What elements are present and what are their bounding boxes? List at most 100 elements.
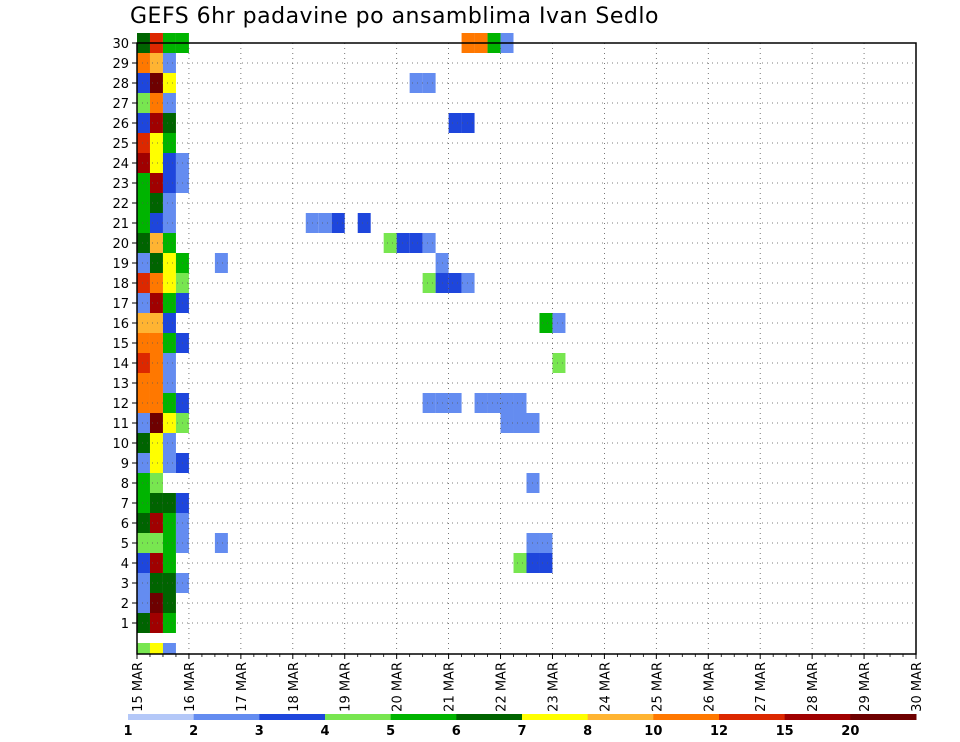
heatmap-cell bbox=[162, 153, 176, 173]
y-tick-label: 7 bbox=[121, 497, 129, 512]
heatmap-cell bbox=[162, 333, 176, 353]
heatmap-cell bbox=[149, 493, 163, 513]
colorbar: 1 2 3 4 5 6 7 8 10 12 15 20 bbox=[123, 714, 917, 739]
heatmap-cell bbox=[357, 213, 371, 233]
x-tick-label: 22 MAR bbox=[495, 662, 510, 712]
y-tick-label: 6 bbox=[121, 517, 129, 532]
y-tick-label: 26 bbox=[112, 117, 129, 132]
heatmap-cell bbox=[162, 253, 176, 273]
heatmap-cell bbox=[137, 453, 150, 473]
x-tick-label: 29 MAR bbox=[858, 662, 873, 712]
heatmap-cell bbox=[448, 393, 462, 413]
heatmap-cell bbox=[162, 53, 176, 73]
colorbar-label: 4 bbox=[320, 724, 329, 739]
heatmap-cell bbox=[149, 613, 163, 633]
x-tick-label: 30 MAR bbox=[910, 662, 925, 712]
x-tick-label: 20 MAR bbox=[391, 662, 406, 712]
heatmap-cell bbox=[149, 153, 163, 173]
heatmap-cell bbox=[162, 413, 176, 433]
x-tick-label: 23 MAR bbox=[546, 662, 561, 712]
heatmap-cell bbox=[422, 73, 436, 93]
heatmap-cell bbox=[513, 393, 527, 413]
heatmap-cell bbox=[162, 93, 176, 113]
heatmap-cell bbox=[162, 353, 176, 373]
heatmap-cell bbox=[149, 413, 163, 433]
heatmap-cell bbox=[461, 273, 475, 293]
heatmap-cell bbox=[162, 113, 176, 133]
heatmap-cell bbox=[149, 273, 163, 293]
heatmap-cell bbox=[137, 553, 150, 573]
x-tick-label: 26 MAR bbox=[702, 662, 717, 712]
y-tick-label: 13 bbox=[112, 377, 129, 392]
colorbar-label: 2 bbox=[189, 724, 198, 739]
y-tick-label: 20 bbox=[112, 237, 129, 252]
colorbar-label: 3 bbox=[255, 724, 264, 739]
y-tick-label: 5 bbox=[121, 537, 129, 552]
colorbar-label: 10 bbox=[644, 724, 662, 739]
heatmap-cell bbox=[383, 233, 397, 253]
heatmap-cell bbox=[552, 313, 566, 333]
x-tick-label: 19 MAR bbox=[339, 662, 354, 712]
colorbar-swatch bbox=[390, 714, 457, 720]
heatmap-cell bbox=[422, 273, 436, 293]
heatmap-cell bbox=[137, 133, 150, 153]
heatmap-cell bbox=[137, 173, 150, 193]
heatmap-cell bbox=[149, 293, 163, 313]
heatmap-cell bbox=[539, 313, 553, 333]
heatmap-cell bbox=[162, 73, 176, 93]
y-tick-label: 25 bbox=[112, 137, 129, 152]
heatmap-cell bbox=[162, 373, 176, 393]
heatmap-cells bbox=[137, 33, 566, 654]
heatmap-cell bbox=[162, 173, 176, 193]
y-tick-label: 16 bbox=[112, 317, 129, 332]
heatmap-cell bbox=[137, 513, 150, 533]
colorbar-swatch bbox=[719, 714, 786, 720]
heatmap-cell bbox=[137, 643, 150, 654]
y-tick-label: 27 bbox=[112, 97, 129, 112]
heatmap-cell bbox=[149, 573, 163, 593]
heatmap-cell bbox=[162, 393, 176, 413]
y-tick-label: 19 bbox=[112, 257, 129, 272]
heatmap-cell bbox=[162, 613, 176, 633]
y-axis-ticks: 1234567891011121314151617181920212223242… bbox=[112, 37, 137, 632]
heatmap-cell bbox=[137, 213, 150, 233]
y-tick-label: 23 bbox=[112, 177, 129, 192]
colorbar-label: 8 bbox=[583, 724, 592, 739]
y-tick-label: 22 bbox=[112, 197, 129, 212]
heatmap-cell bbox=[149, 313, 163, 333]
heatmap-cell bbox=[137, 313, 150, 333]
y-tick-label: 29 bbox=[112, 57, 129, 72]
y-tick-label: 21 bbox=[112, 217, 129, 232]
heatmap-cell bbox=[149, 533, 163, 553]
chart-title: GEFS 6hr padavine po ansamblima Ivan Sed… bbox=[130, 4, 659, 29]
heatmap-cell bbox=[162, 133, 176, 153]
heatmap-cell bbox=[162, 293, 176, 313]
heatmap-cell bbox=[396, 233, 410, 253]
heatmap-cell bbox=[137, 293, 150, 313]
heatmap-cell bbox=[149, 593, 163, 613]
heatmap-cell bbox=[137, 353, 150, 373]
heatmap-cell bbox=[149, 173, 163, 193]
heatmap-cell bbox=[149, 333, 163, 353]
heatmap-cell bbox=[137, 533, 150, 553]
colorbar-label: 12 bbox=[710, 724, 728, 739]
y-tick-label: 8 bbox=[121, 477, 129, 492]
heatmap-cell bbox=[162, 273, 176, 293]
heatmap-cell bbox=[162, 313, 176, 333]
heatmap-cell bbox=[318, 213, 332, 233]
heatmap-cell bbox=[137, 393, 150, 413]
heatmap-cell bbox=[149, 553, 163, 573]
heatmap-cell bbox=[162, 193, 176, 213]
heatmap-cell bbox=[409, 233, 423, 253]
heatmap-cell bbox=[137, 433, 150, 453]
heatmap-cell bbox=[149, 93, 163, 113]
x-tick-label: 16 MAR bbox=[183, 662, 198, 712]
heatmap-cell bbox=[137, 93, 150, 113]
heatmap-cell bbox=[162, 533, 176, 553]
heatmap-cell bbox=[149, 193, 163, 213]
heatmap-cell bbox=[422, 393, 436, 413]
heatmap-cell bbox=[137, 253, 150, 273]
heatmap-cell bbox=[137, 373, 150, 393]
colorbar-swatch bbox=[850, 714, 917, 720]
heatmap-cell bbox=[149, 373, 163, 393]
